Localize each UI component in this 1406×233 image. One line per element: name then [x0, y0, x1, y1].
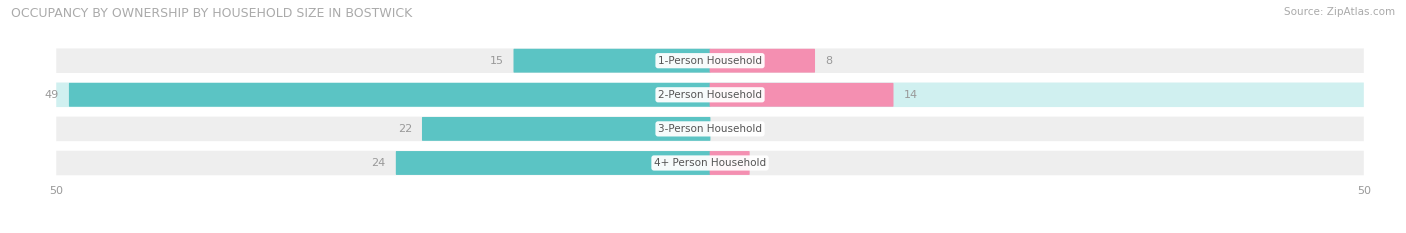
FancyBboxPatch shape	[513, 49, 710, 73]
Text: 22: 22	[398, 124, 412, 134]
Text: 3-Person Household: 3-Person Household	[658, 124, 762, 134]
Text: 2-Person Household: 2-Person Household	[658, 90, 762, 100]
Text: 8: 8	[825, 56, 832, 66]
Text: 4+ Person Household: 4+ Person Household	[654, 158, 766, 168]
FancyBboxPatch shape	[710, 83, 893, 107]
Text: 1-Person Household: 1-Person Household	[658, 56, 762, 66]
FancyBboxPatch shape	[56, 82, 1364, 107]
Text: 24: 24	[371, 158, 385, 168]
Text: Source: ZipAtlas.com: Source: ZipAtlas.com	[1284, 7, 1395, 17]
Text: 49: 49	[45, 90, 59, 100]
Text: 0: 0	[720, 124, 727, 134]
FancyBboxPatch shape	[56, 116, 1364, 141]
FancyBboxPatch shape	[56, 151, 1364, 175]
Text: 14: 14	[904, 90, 918, 100]
FancyBboxPatch shape	[56, 48, 1364, 73]
FancyBboxPatch shape	[710, 151, 749, 175]
Text: 3: 3	[759, 158, 766, 168]
Text: 15: 15	[489, 56, 503, 66]
FancyBboxPatch shape	[396, 151, 710, 175]
FancyBboxPatch shape	[710, 49, 815, 73]
Text: OCCUPANCY BY OWNERSHIP BY HOUSEHOLD SIZE IN BOSTWICK: OCCUPANCY BY OWNERSHIP BY HOUSEHOLD SIZE…	[11, 7, 412, 20]
FancyBboxPatch shape	[422, 117, 710, 141]
Legend: Owner-occupied, Renter-occupied: Owner-occupied, Renter-occupied	[589, 230, 831, 233]
FancyBboxPatch shape	[69, 83, 710, 107]
